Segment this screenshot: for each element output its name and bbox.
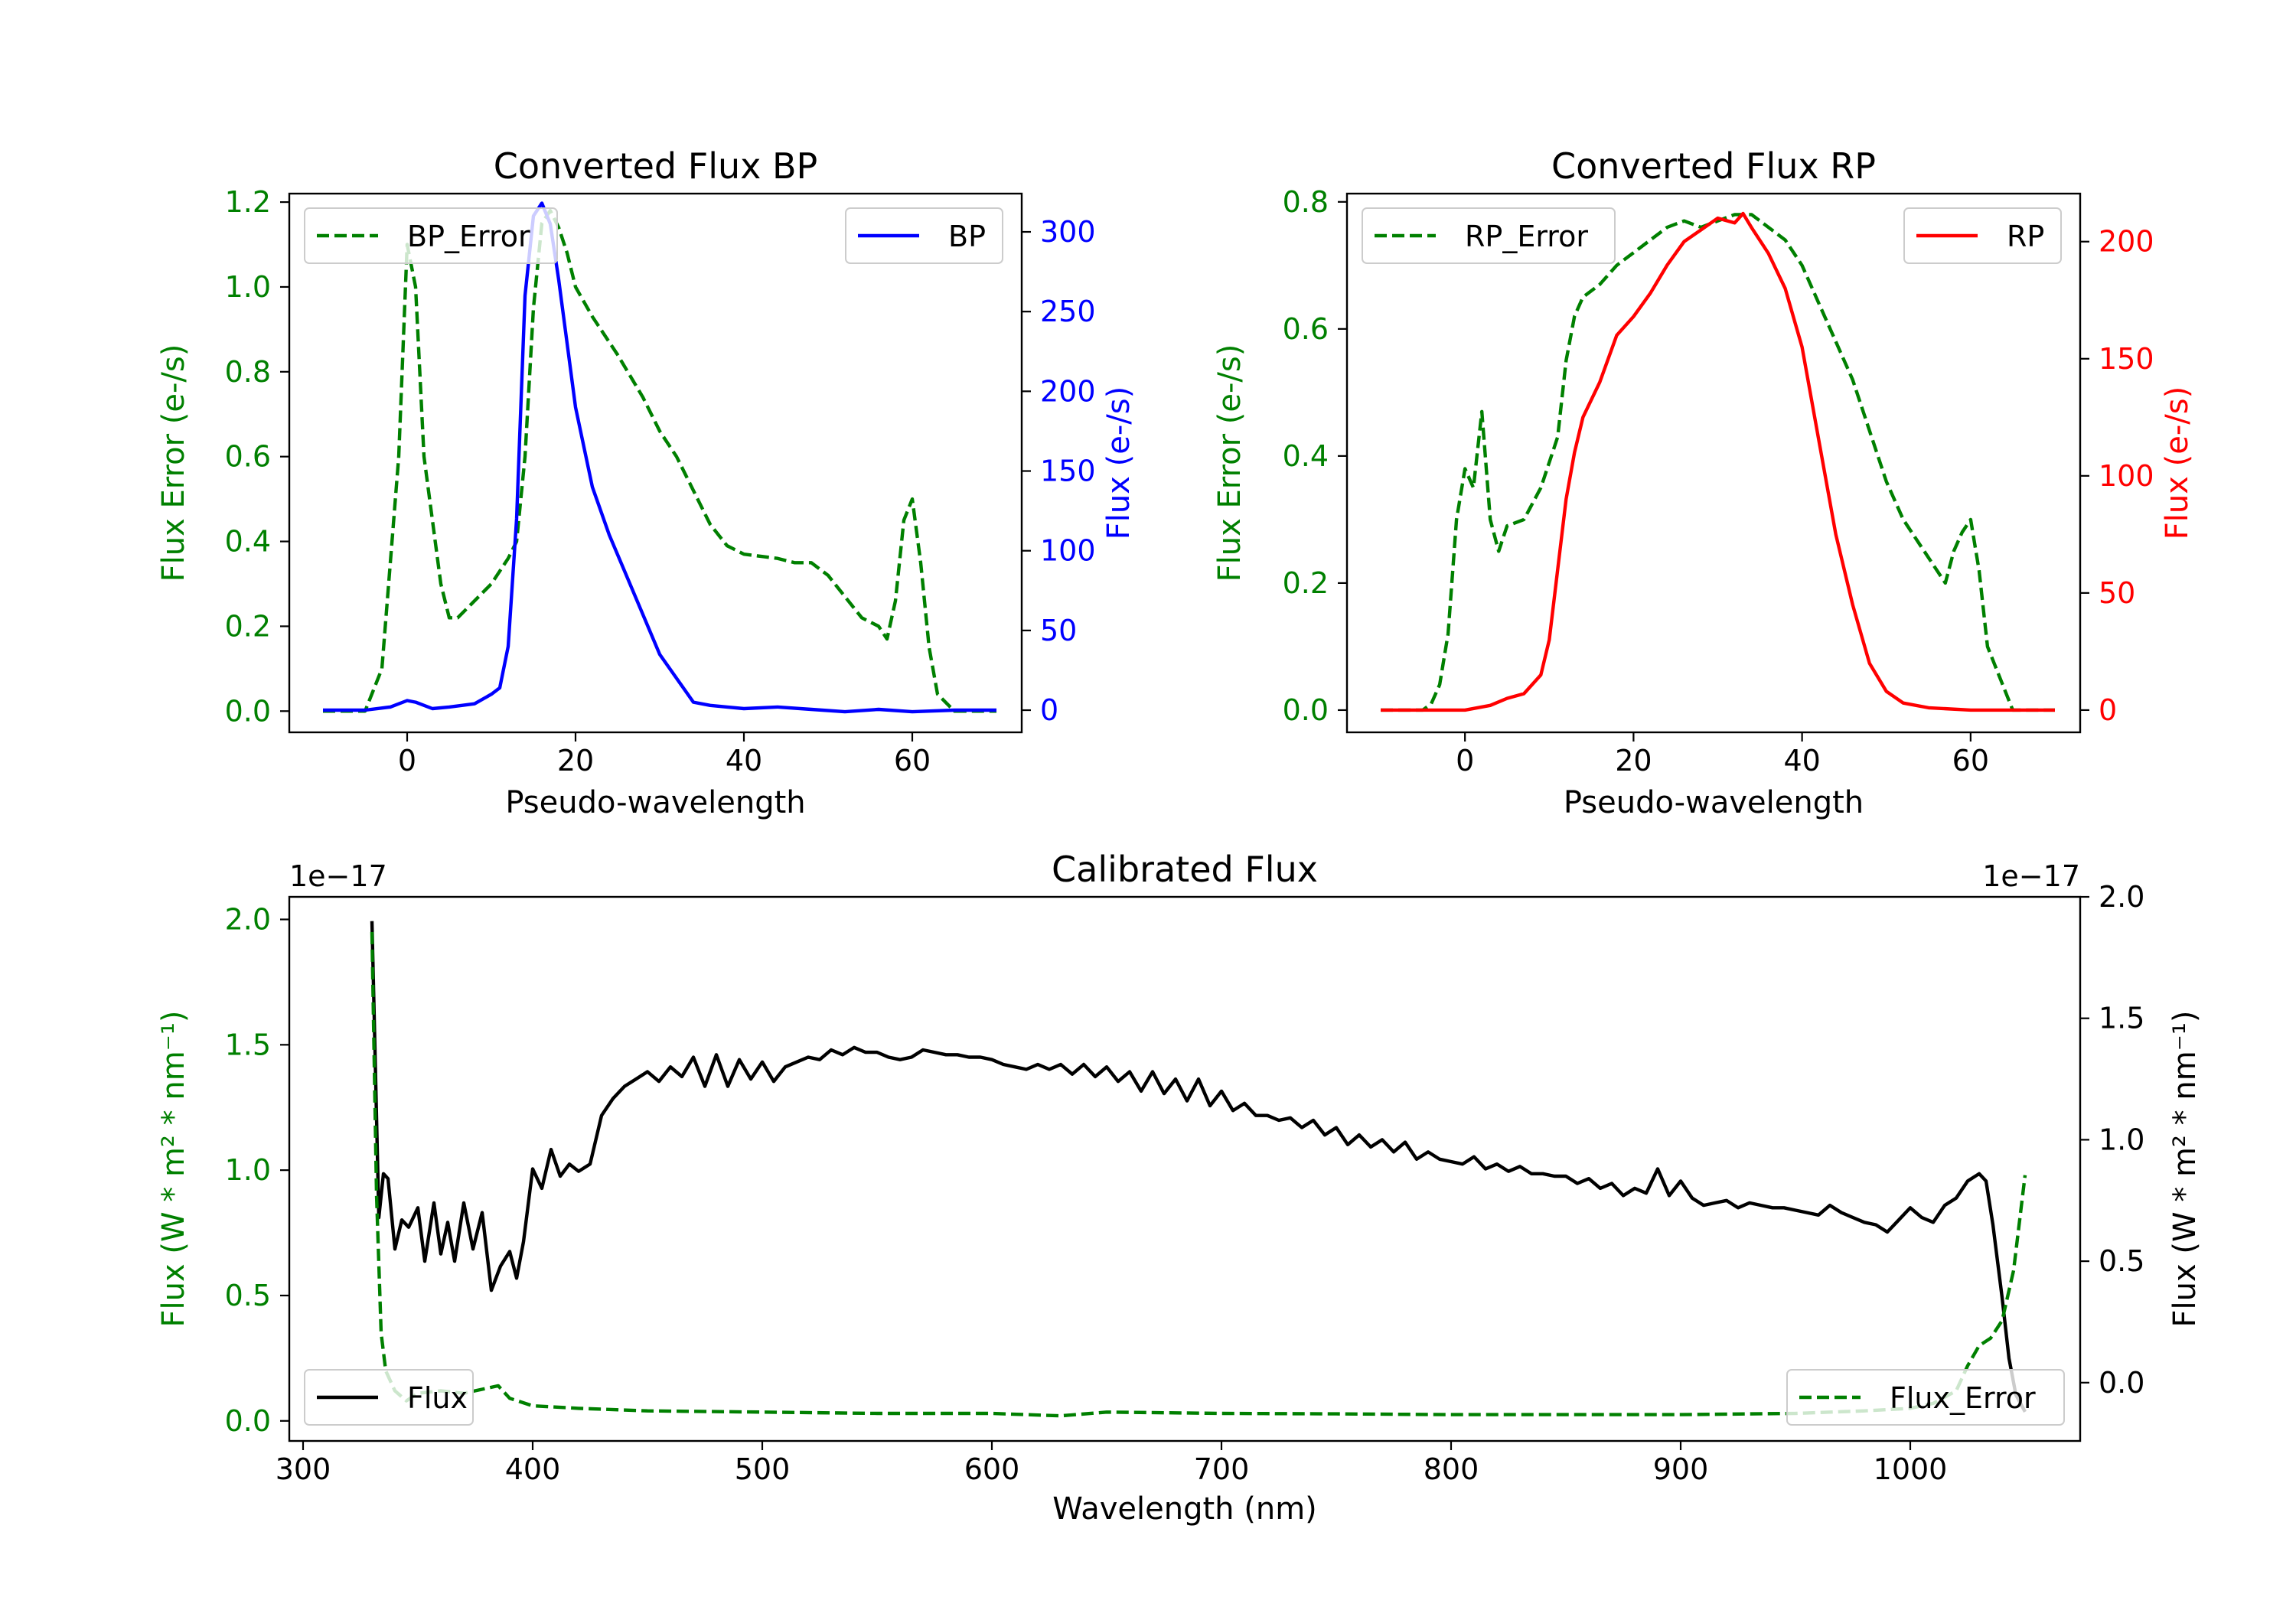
cal-title: Calibrated Flux xyxy=(1052,849,1318,890)
cal-legend-label-right: Flux_Error xyxy=(1890,1381,2036,1415)
cal-y-left-tick-label: 1.5 xyxy=(225,1028,271,1061)
cal-series-flux-error xyxy=(370,931,2027,1418)
bp-legend-left: BP_Error xyxy=(304,207,558,264)
rp-series-rp xyxy=(1381,211,2055,712)
cal-y-right-tick-label: 1.5 xyxy=(2099,1002,2144,1035)
rp-y-left-axis-label: Flux Error (e-/s) xyxy=(1212,344,1247,582)
cal-axes-frame xyxy=(288,895,2082,1442)
rp-y-right-tick-label: 50 xyxy=(2099,576,2135,610)
cal-x-tick-label: 300 xyxy=(276,1452,331,1486)
cal-y-left-tick-label: 2.0 xyxy=(225,902,271,936)
rp-panel: Converted Flux RP 0 20 40 60 Pseudo-wavelengt… xyxy=(1212,145,2195,820)
cal-offset-left: 1e−17 xyxy=(289,859,387,893)
bp-y-right-tick-label: 200 xyxy=(1040,374,1096,408)
bp-y-right-tick-label: 100 xyxy=(1040,534,1096,568)
cal-y-right-tick-label: 0.5 xyxy=(2099,1244,2144,1278)
rp-y-left-tick-label: 0.8 xyxy=(1283,185,1329,219)
rp-x-axis-label: Pseudo-wavelength xyxy=(1564,785,1864,820)
rp-x-tick-label: 20 xyxy=(1615,744,1652,777)
bp-y-right-tick-label: 0 xyxy=(1040,693,1058,727)
rp-y-left-tick-label: 0.4 xyxy=(1283,439,1329,473)
cal-y-left-tick-label: 1.0 xyxy=(225,1153,271,1187)
bp-y-left-axis-label: Flux Error (e-/s) xyxy=(156,344,191,582)
cal-x-tick-label: 800 xyxy=(1424,1452,1479,1486)
bp-legend-label-left: BP_Error xyxy=(407,220,530,253)
bp-legend-right: BP xyxy=(845,207,1003,264)
cal-y-left-axis-label: Flux (W * m² * nm⁻¹) xyxy=(156,1011,191,1328)
rp-legend-label-left: RP_Error xyxy=(1465,220,1588,253)
cal-series-flux xyxy=(370,921,2027,1413)
bp-series-bp xyxy=(323,201,996,714)
cal-y-left-tick-label: 0.0 xyxy=(225,1404,271,1438)
cal-y-right-tick-label: 0.0 xyxy=(2099,1366,2144,1400)
bp-x-axis-label: Pseudo-wavelength xyxy=(505,785,805,820)
rp-y-right-tick-label: 0 xyxy=(2099,693,2117,727)
rp-y-right-tick-label: 150 xyxy=(2099,342,2154,376)
cal-x-tick-label: 400 xyxy=(505,1452,561,1486)
cal-x-tick-label: 600 xyxy=(964,1452,1020,1486)
rp-axes-frame xyxy=(1345,192,2082,734)
rp-legend-left: RP_Error xyxy=(1362,207,1616,264)
bp-y-left-tick-label: 1.2 xyxy=(225,185,271,219)
bp-y-right-tick-label: 50 xyxy=(1040,614,1077,647)
bp-y-left-tick-label: 0.8 xyxy=(225,355,271,389)
bp-y-left-tick-label: 0.4 xyxy=(225,525,271,559)
bp-series-bp-error xyxy=(323,209,996,713)
cal-x-tick-label: 900 xyxy=(1653,1452,1709,1486)
rp-y-left-tick-label: 0.0 xyxy=(1283,693,1329,727)
bp-panel: Converted Flux BP 0 20 40 60 Pseudo-wavelengt… xyxy=(156,145,1137,820)
bp-y-left-tick-label: 0.2 xyxy=(225,609,271,643)
bp-title: Converted Flux BP xyxy=(494,145,818,187)
cal-legend-right: Flux_Error xyxy=(1786,1369,2065,1426)
bp-y-left-tick-label: 1.0 xyxy=(225,270,271,304)
cal-x-tick-label: 700 xyxy=(1194,1452,1250,1486)
bp-y-left-tick-label: 0.6 xyxy=(225,440,271,474)
bp-y-right-tick-label: 150 xyxy=(1040,455,1096,488)
bp-x-tick-label: 0 xyxy=(398,744,416,777)
cal-x-axis-label: Wavelength (nm) xyxy=(1052,1491,1317,1527)
rp-y-right-tick-label: 100 xyxy=(2099,459,2154,493)
bp-y-right-tick-label: 300 xyxy=(1040,215,1096,249)
cal-y-right-tick-label: 1.0 xyxy=(2099,1123,2144,1156)
rp-y-right-tick-label: 200 xyxy=(2099,225,2154,259)
rp-legend-right: RP xyxy=(1903,207,2062,264)
bp-x-tick-label: 40 xyxy=(726,744,762,777)
cal-y-right-tick-label: 2.0 xyxy=(2099,880,2144,914)
cal-x-tick-label: 1000 xyxy=(1874,1452,1948,1486)
bp-x-tick-label: 60 xyxy=(894,744,931,777)
cal-y-left-tick-label: 0.5 xyxy=(225,1279,271,1312)
bp-y-right-tick-label: 250 xyxy=(1040,295,1096,328)
rp-series-rp-error xyxy=(1381,213,2055,712)
cal-x-tick-label: 500 xyxy=(735,1452,791,1486)
rp-y-left-tick-label: 0.2 xyxy=(1283,566,1329,600)
rp-y-right-axis-label: Flux (e-/s) xyxy=(2160,386,2195,539)
rp-x-tick-label: 0 xyxy=(1456,744,1474,777)
cal-panel: Calibrated Flux 300 400 500 600 700 800 900 1000… xyxy=(156,849,2203,1527)
rp-x-tick-label: 40 xyxy=(1783,744,1820,777)
rp-title: Converted Flux RP xyxy=(1551,145,1876,187)
cal-offset-right: 1e−17 xyxy=(1982,859,2080,893)
cal-y-right-axis-label: Flux (W * m² * nm⁻¹) xyxy=(2167,1011,2203,1328)
rp-y-left-tick-label: 0.6 xyxy=(1283,312,1329,346)
bp-axes-frame xyxy=(288,192,1023,734)
rp-legend-label-right: RP xyxy=(2007,220,2044,253)
cal-legend-left: Flux xyxy=(304,1369,474,1426)
bp-legend-label-right: BP xyxy=(948,220,986,253)
bp-y-left-tick-label: 0.0 xyxy=(225,694,271,728)
cal-legend-label-left: Flux xyxy=(407,1381,468,1415)
rp-x-tick-label: 60 xyxy=(1952,744,1989,777)
bp-y-right-axis-label: Flux (e-/s) xyxy=(1101,386,1137,539)
bp-x-tick-label: 20 xyxy=(557,744,594,777)
